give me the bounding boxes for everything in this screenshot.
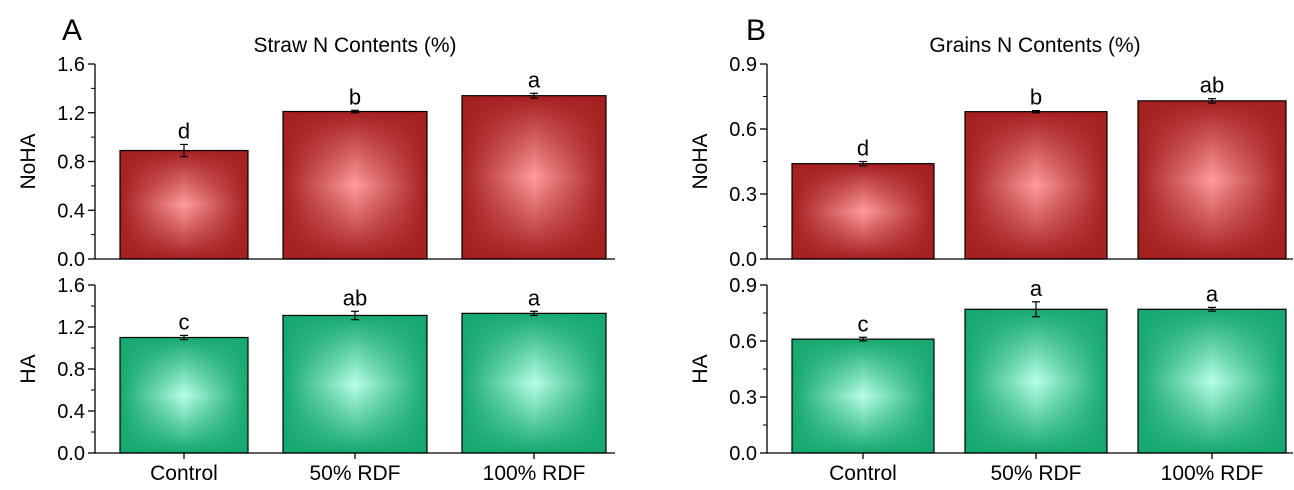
significance-letter: d [178, 118, 190, 143]
y-tick-label: 0.0 [57, 249, 85, 271]
bar-shading [462, 313, 606, 453]
x-tick-label: 50% RDF [309, 462, 400, 485]
x-tick-label: Control [829, 462, 897, 485]
bar-shading [120, 150, 248, 259]
significance-letter: ab [343, 285, 367, 310]
significance-letter: a [528, 67, 541, 92]
chart-row-noha: d b a 0.0 0.4 0.8 1.2 1.6 NoHA [17, 54, 615, 271]
chart-row-ha: c ab a 0.0 0.4 0.8 1.2 1.6 HA [17, 275, 615, 465]
y-tick-label: 0.6 [729, 119, 757, 141]
x-tick-label: Control [150, 462, 218, 485]
x-tick-label: 50% RDF [990, 462, 1081, 485]
y-tick-label: 0.3 [729, 387, 757, 409]
y-tick-label: 0.8 [57, 152, 85, 174]
significance-letter: ab [1200, 73, 1224, 98]
y-axis-label: NoHA [689, 133, 712, 189]
significance-letter: c [179, 309, 190, 334]
significance-letter: b [349, 84, 361, 109]
chart-row-ha: c a a 0.0 0.3 0.6 0.9 HA [689, 275, 1293, 465]
y-tick-label: 1.6 [57, 54, 85, 76]
y-tick-label: 0.3 [729, 184, 757, 206]
y-tick-label: 0.0 [729, 249, 757, 271]
y-tick-label: 0.9 [729, 275, 757, 297]
significance-letter: a [528, 285, 541, 310]
panel-label: A [62, 14, 82, 47]
chart-panel-b: B Grains N Contents (%) d b ab 0.0 0.3 0.6 0.9 No… [689, 14, 1293, 485]
bar-shading [792, 163, 934, 259]
significance-letter: c [858, 311, 869, 336]
bar-shading [792, 339, 934, 453]
y-tick-label: 0.4 [57, 200, 85, 222]
y-tick-label: 1.2 [57, 103, 85, 125]
bar-shading [120, 337, 248, 453]
y-axis-label: HA [689, 354, 712, 383]
significance-letter: d [857, 136, 869, 161]
y-tick-label: 0.8 [57, 359, 85, 381]
significance-letter: a [1206, 281, 1219, 306]
chart-panel-a: A Straw N Contents (%) d b a 0.0 0.4 0.8 1.2 1.6 N… [17, 14, 615, 485]
x-tick-label: 100% RDF [483, 462, 586, 485]
chart-row-noha: d b ab 0.0 0.3 0.6 0.9 NoHA [689, 54, 1293, 271]
bar-shading [1138, 100, 1286, 259]
y-axis-label: HA [17, 354, 40, 383]
y-axis-label: NoHA [17, 133, 40, 189]
significance-letter: b [1030, 85, 1042, 110]
panel-label: B [746, 14, 766, 47]
bar-shading [1138, 309, 1286, 453]
bar-shading [965, 111, 1107, 260]
chart-title: Straw N Contents (%) [253, 34, 456, 57]
x-tick-label: 100% RDF [1161, 462, 1264, 485]
significance-letter: a [1030, 276, 1043, 301]
bar-shading [283, 111, 427, 259]
y-tick-label: 1.6 [57, 275, 85, 297]
y-tick-label: 0.0 [57, 443, 85, 465]
y-tick-label: 0.4 [57, 401, 85, 423]
y-tick-label: 0.9 [729, 54, 757, 76]
bar-shading [462, 95, 606, 259]
bar-shading [965, 309, 1107, 453]
bar-shading [283, 315, 427, 453]
y-tick-label: 0.6 [729, 331, 757, 353]
y-tick-label: 1.2 [57, 317, 85, 339]
y-tick-label: 0.0 [729, 443, 757, 465]
chart-title: Grains N Contents (%) [929, 34, 1140, 57]
